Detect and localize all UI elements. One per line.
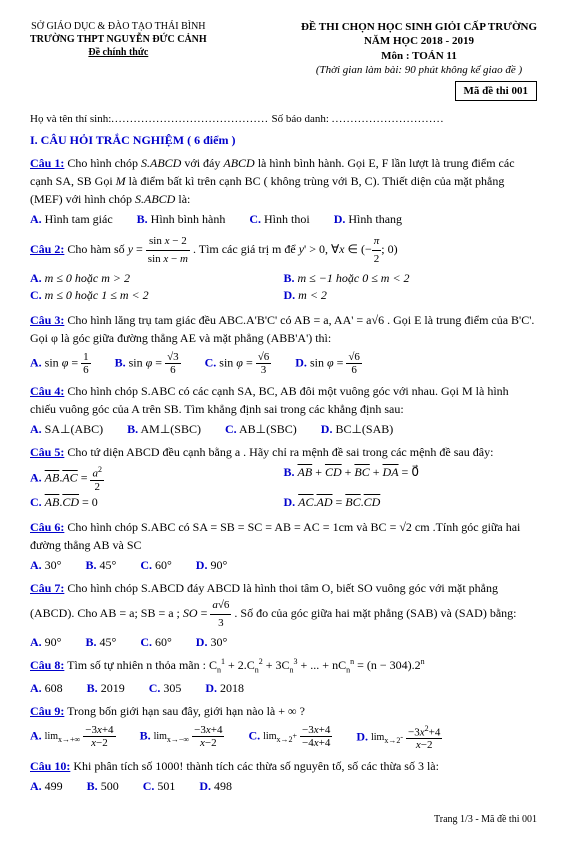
question-2: Câu 2: Cho hàm số y = sin x − 2sin x − m… [30,233,537,267]
header-right: ĐỀ THI CHỌN HỌC SINH GIỎI CẤP TRƯỜNG NĂM… [301,20,537,101]
q1-options: A. Hình tam giác B. Hình bình hành C. Hì… [30,212,537,227]
question-6: Câu 6: Cho hình chóp S.ABC có SA = SB = … [30,518,537,554]
question-4: Câu 4: Cho hình chóp S.ABC có các cạnh S… [30,382,537,418]
dept: SỞ GIÁO DỤC & ĐÀO TẠO THÁI BÌNH [30,20,207,33]
q5-label: Câu 5: [30,445,64,459]
q9-label: Câu 9: [30,704,64,718]
q6-options: A. 30° B. 45° C. 60° D. 90° [30,558,537,573]
q7-label: Câu 7: [30,581,64,595]
q1-label: Câu 1: [30,156,64,170]
exam-title: ĐỀ THI CHỌN HỌC SINH GIỎI CẤP TRƯỜNG [301,20,537,34]
q10-options: A. 499 B. 500 C. 501 D. 498 [30,779,537,794]
q8-options: A. 608 B. 2019 C. 305 D. 2018 [30,681,537,696]
subject: Môn : TOÁN 11 [301,49,537,63]
official: Đề chính thức [30,46,207,59]
section-title: I. CÂU HỎI TRẮC NGHIỆM ( 6 điểm ) [30,133,537,148]
footer: Trang 1/3 - Mã đề thi 001 [30,814,537,825]
header: SỞ GIÁO DỤC & ĐÀO TẠO THÁI BÌNH TRƯỜNG T… [30,20,537,101]
q3-label: Câu 3: [30,313,64,327]
q2-label: Câu 2: [30,242,64,256]
name-dots: ........................................… [111,113,269,125]
id-label: Số báo danh: [272,113,329,125]
q8-label: Câu 8: [30,658,64,672]
q2-options: A. m ≤ 0 hoặc m > 2 B. m ≤ −1 hoặc 0 ≤ m… [30,271,537,305]
question-9: Câu 9: Trong bốn giới hạn sau đây, giới … [30,702,537,720]
q4-options: A. SA⊥(ABC) B. AM⊥(SBC) C. AB⊥(SBC) D. B… [30,422,537,437]
exam-code: Mã đề thi 001 [455,81,537,101]
school: TRƯỜNG THPT NGUYỄN ĐỨC CẢNH [30,33,207,46]
question-7: Câu 7: Cho hình chóp S.ABCD đáy ABCD là … [30,579,537,631]
question-8: Câu 8: Tìm số tự nhiên n thỏa mãn : Cn1 … [30,656,537,676]
question-10: Câu 10: Khi phân tích số 1000! thành tíc… [30,757,537,775]
q9-options: A. limx→+∞ −3x+4x−2 B. limx→−∞ −3x+4x−2 … [30,724,537,752]
student-info: Họ và tên thí sinh:.....................… [30,113,537,125]
header-left: SỞ GIÁO DỤC & ĐÀO TẠO THÁI BÌNH TRƯỜNG T… [30,20,207,59]
question-3: Câu 3: Cho hình lăng trụ tam giác đều AB… [30,311,537,347]
time: (Thời gian làm bài: 90 phút không kể gia… [301,63,537,77]
q10-label: Câu 10: [30,759,70,773]
year: NĂM HỌC 2018 - 2019 [301,34,537,48]
q5-options: A. AB.AC = a22 B. AB + CD + BC + DA = 0⃗… [30,465,537,512]
id-dots: .............................. [332,113,445,125]
question-5: Câu 5: Cho tứ diện ABCD đều cạnh bằng a … [30,443,537,461]
q4-label: Câu 4: [30,384,64,398]
q3-options: A. sin φ = 16 B. sin φ = √36 C. sin φ = … [30,351,537,376]
q7-options: A. 90° B. 45° C. 60° D. 30° [30,635,537,650]
name-label: Họ và tên thí sinh: [30,113,111,125]
question-1: Câu 1: Cho hình chóp S.ABCD với đáy ABCD… [30,154,537,208]
q6-label: Câu 6: [30,520,64,534]
